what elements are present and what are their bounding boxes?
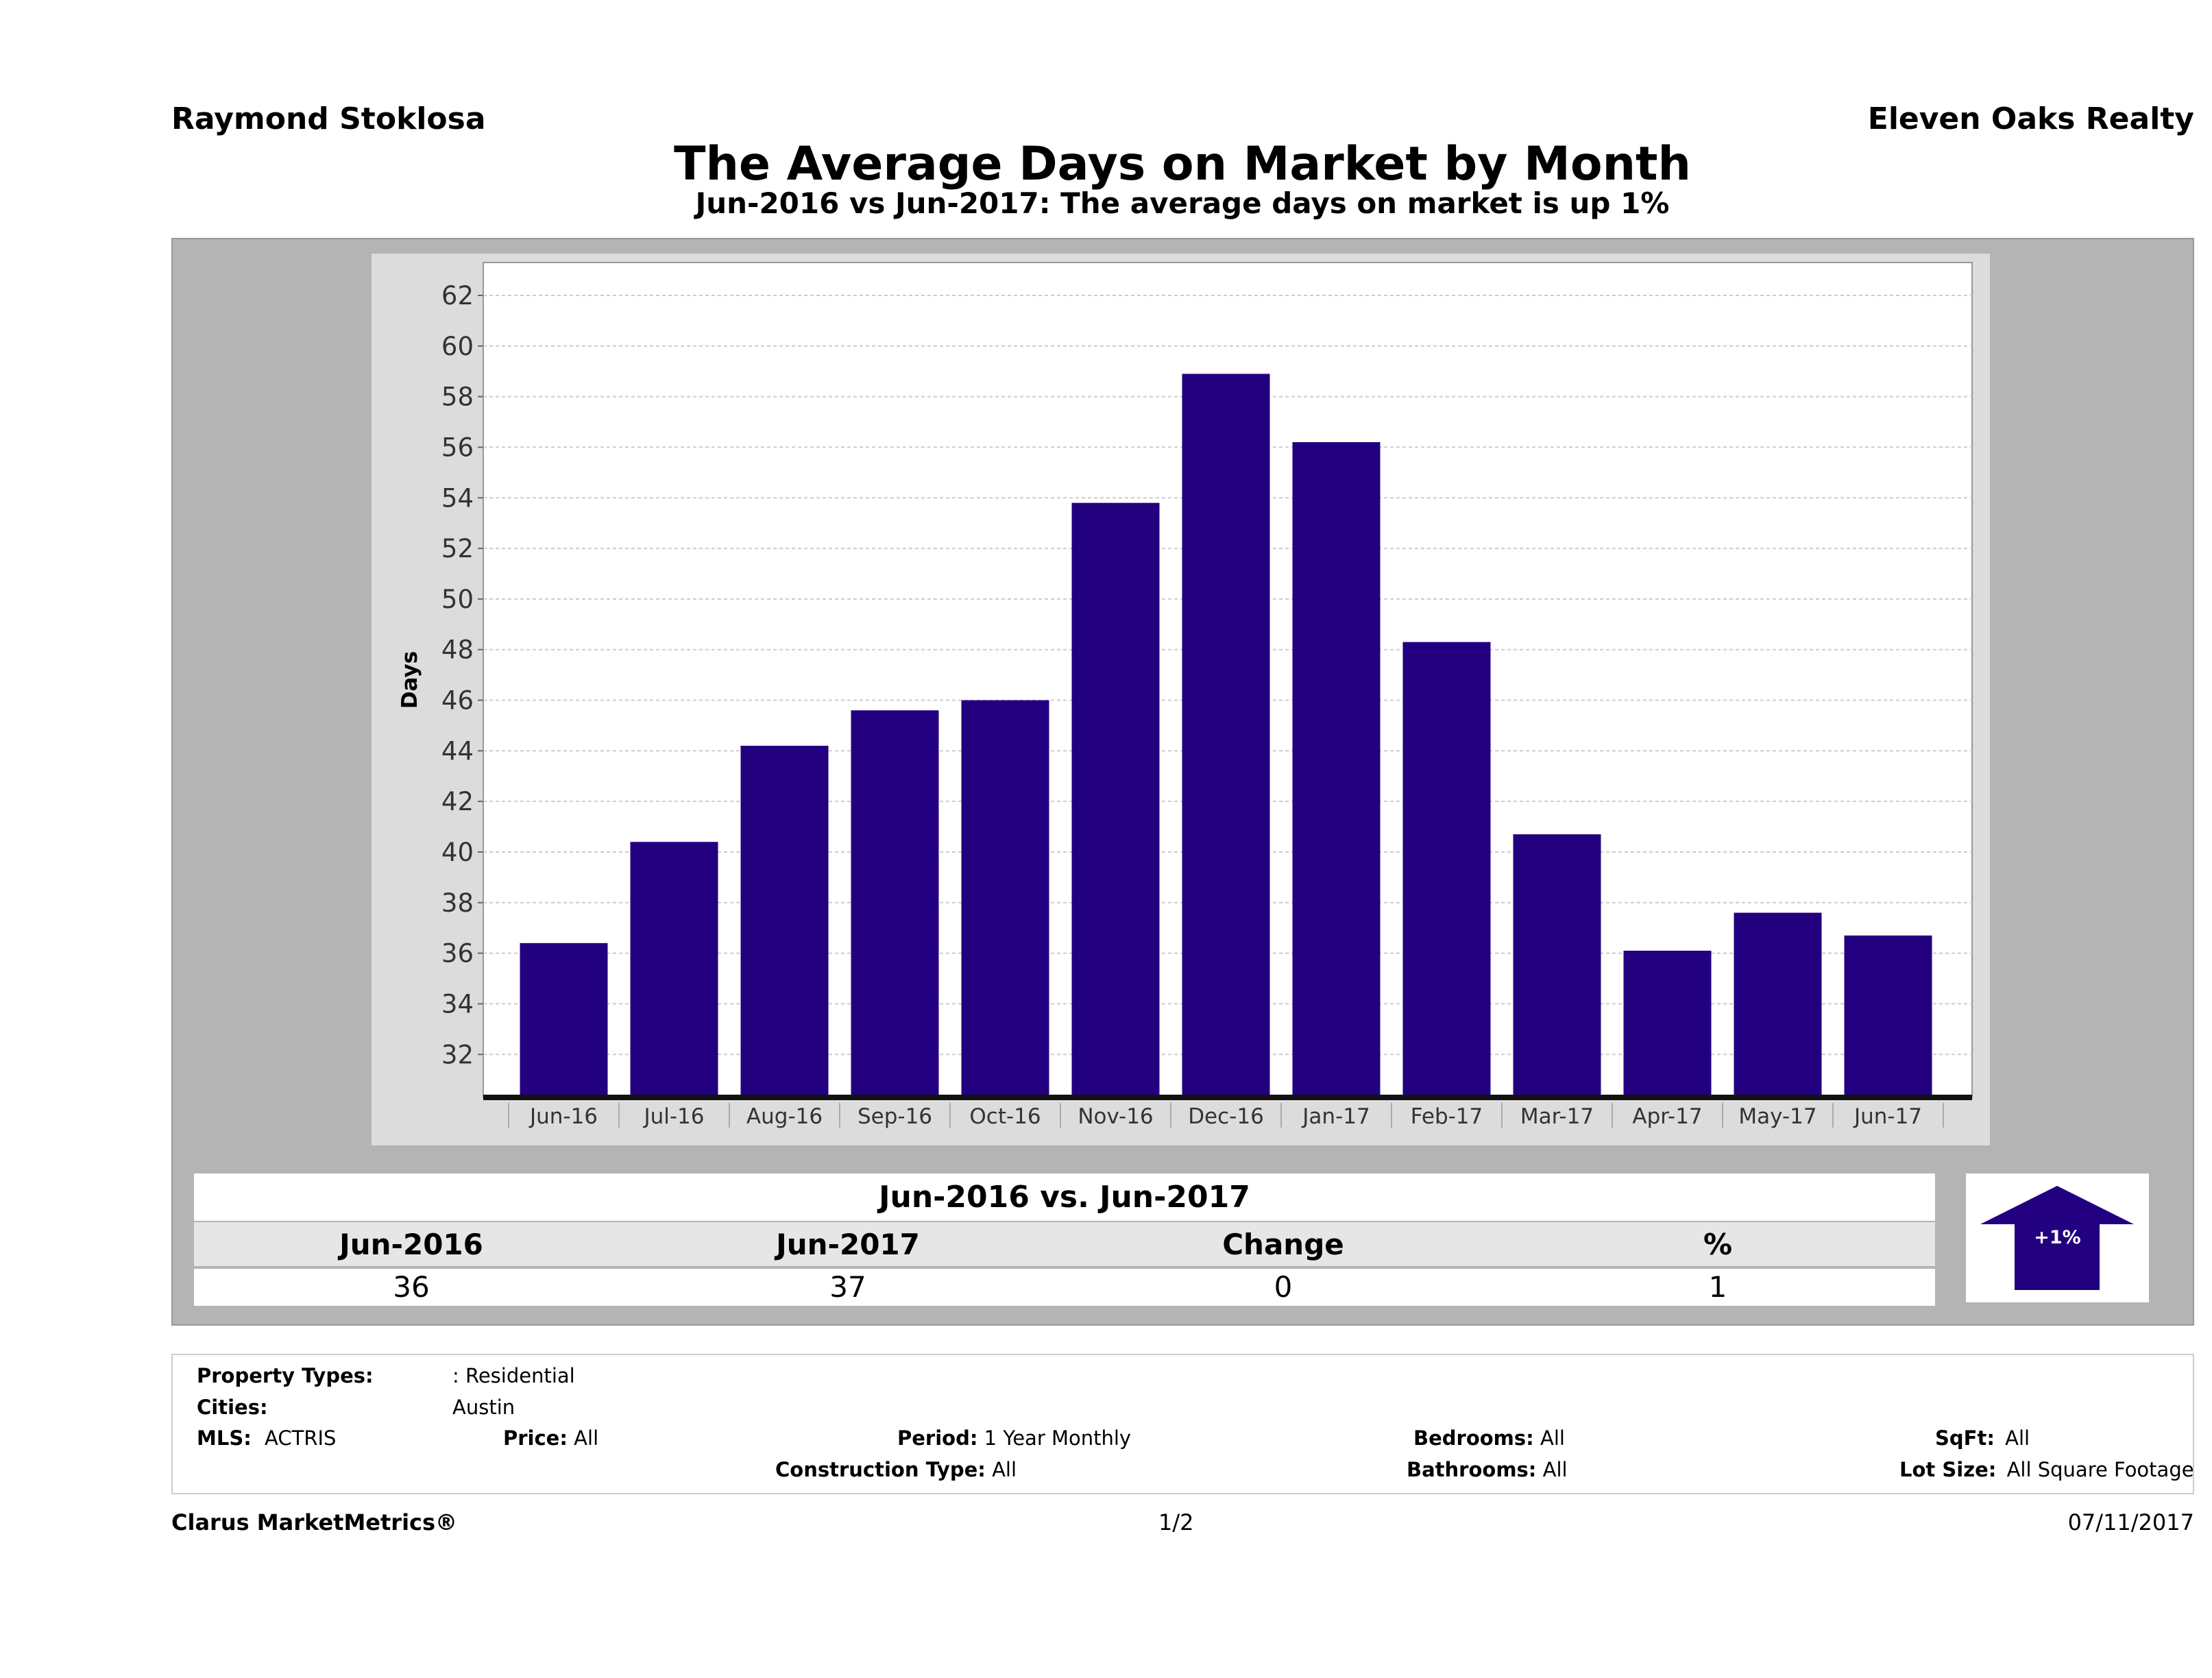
bar <box>961 700 1049 1097</box>
bar <box>1844 935 1932 1097</box>
up-arrow-icon <box>1980 1186 2134 1290</box>
y-tick-label: 42 <box>441 787 474 816</box>
y-tick-label: 60 <box>441 332 474 361</box>
change-badge-label: +1% <box>2034 1227 2081 1248</box>
summary-title-row: Jun-2016 vs. Jun-2017 <box>194 1174 1935 1221</box>
x-tick-label: Jan-17 <box>1301 1104 1370 1129</box>
x-tick-label: Jun-17 <box>1853 1104 1922 1129</box>
y-axis-label: Days <box>398 651 422 709</box>
x-tick-label: Feb-17 <box>1411 1104 1483 1129</box>
filter-construction-type: Construction Type: All <box>775 1458 1017 1481</box>
y-tick-label: 34 <box>441 989 474 1019</box>
filter-property-types: Property Types: <box>197 1364 374 1387</box>
filter-bedrooms: Bedrooms: All <box>1413 1426 1565 1450</box>
bar <box>740 745 829 1097</box>
x-axis: Jun-16 Jul-16 Aug-16 Sep-16 Oct-16 Nov-16 Dec-… <box>483 1095 1972 1129</box>
y-tick-label: 52 <box>441 534 474 563</box>
footer-brand: Clarus MarketMetrics® <box>171 1509 458 1535</box>
page-subtitle: Jun-2016 vs Jun-2017: The average days o… <box>695 186 1670 220</box>
x-tick-label: Oct-16 <box>969 1104 1041 1129</box>
y-tick-label: 38 <box>441 888 474 918</box>
filters-box <box>171 1354 2194 1494</box>
filter-property-types-value: : Residential <box>452 1364 575 1387</box>
bar <box>1734 912 1822 1097</box>
y-tick-label: 46 <box>441 686 474 716</box>
x-tick-label: Jun-16 <box>528 1104 598 1129</box>
filter-price: Price: All <box>503 1426 599 1450</box>
x-tick-label: Jul-16 <box>642 1104 704 1129</box>
summary-header: % <box>1703 1228 1733 1261</box>
summary-value: 36 <box>393 1270 430 1304</box>
y-tick-label: 56 <box>441 433 474 462</box>
bars <box>520 374 1932 1097</box>
summary-value: 0 <box>1274 1270 1293 1304</box>
summary-value: 37 <box>829 1270 866 1304</box>
y-tick-label: 32 <box>441 1040 474 1069</box>
summary-value: 1 <box>1708 1270 1727 1304</box>
filter-sqft: SqFt: All <box>1935 1426 2030 1450</box>
summary-values-row: 36 37 0 1 <box>194 1269 1935 1306</box>
x-tick-label: Mar-17 <box>1520 1104 1594 1129</box>
bar <box>851 710 939 1097</box>
y-tick-label: 40 <box>441 838 474 867</box>
summary-header-row: Jun-2016 Jun-2017 Change % <box>194 1222 1935 1266</box>
y-tick-label: 44 <box>441 736 474 766</box>
bar <box>1182 374 1270 1097</box>
filter-lot-size: Lot Size: All Square Footage <box>1899 1458 2194 1481</box>
bar <box>520 943 608 1097</box>
y-tick-label: 50 <box>441 585 474 614</box>
gridlines <box>483 294 1972 1056</box>
x-tick-label: Apr-17 <box>1632 1104 1702 1129</box>
bar <box>1071 502 1160 1097</box>
filter-bathrooms: Bathrooms: All <box>1407 1458 1568 1481</box>
report-date: 07/11/2017 <box>2067 1509 2194 1535</box>
y-tick-label: 58 <box>441 382 474 412</box>
page-title: The Average Days on Market by Month <box>674 137 1691 191</box>
x-tick-label: Aug-16 <box>746 1104 823 1129</box>
page-number: 1/2 <box>1158 1509 1194 1535</box>
filter-period: Period: 1 Year Monthly <box>897 1426 1132 1450</box>
filter-cities-value: Austin <box>452 1396 515 1419</box>
bar <box>630 842 718 1097</box>
x-tick-label: Dec-16 <box>1188 1104 1264 1129</box>
y-axis: 32 34 36 38 40 42 44 46 48 50 52 54 56 58 60 62 <box>441 281 483 1069</box>
agent-name: Raymond Stoklosa <box>171 101 486 136</box>
filter-mls: MLS: ACTRIS <box>197 1426 337 1450</box>
company-name: Eleven Oaks Realty <box>1867 101 2194 136</box>
y-tick-label: 54 <box>441 483 474 513</box>
summary-header: Jun-2017 <box>776 1228 920 1261</box>
x-tick-label: May-17 <box>1738 1104 1816 1129</box>
summary-header: Change <box>1222 1228 1344 1261</box>
filter-cities: Cities: <box>197 1396 268 1419</box>
bar <box>1513 834 1601 1097</box>
bar <box>1623 950 1712 1097</box>
bar <box>1292 442 1381 1097</box>
y-tick-label: 36 <box>441 939 474 969</box>
x-tick-label: Sep-16 <box>858 1104 932 1129</box>
y-tick-label: 62 <box>441 281 474 311</box>
bar <box>1402 642 1491 1097</box>
change-badge: +1% <box>1966 1174 2149 1302</box>
y-tick-label: 48 <box>441 635 474 665</box>
summary-header: Jun-2016 <box>339 1228 483 1261</box>
x-tick-label: Nov-16 <box>1078 1104 1153 1129</box>
summary-title: Jun-2016 vs. Jun-2017 <box>879 1180 1250 1215</box>
